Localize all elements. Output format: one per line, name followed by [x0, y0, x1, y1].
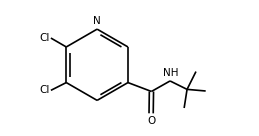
Text: O: O — [147, 116, 155, 126]
Text: Cl: Cl — [39, 33, 49, 43]
Text: NH: NH — [163, 68, 178, 78]
Text: Cl: Cl — [39, 85, 49, 95]
Text: N: N — [93, 16, 101, 26]
